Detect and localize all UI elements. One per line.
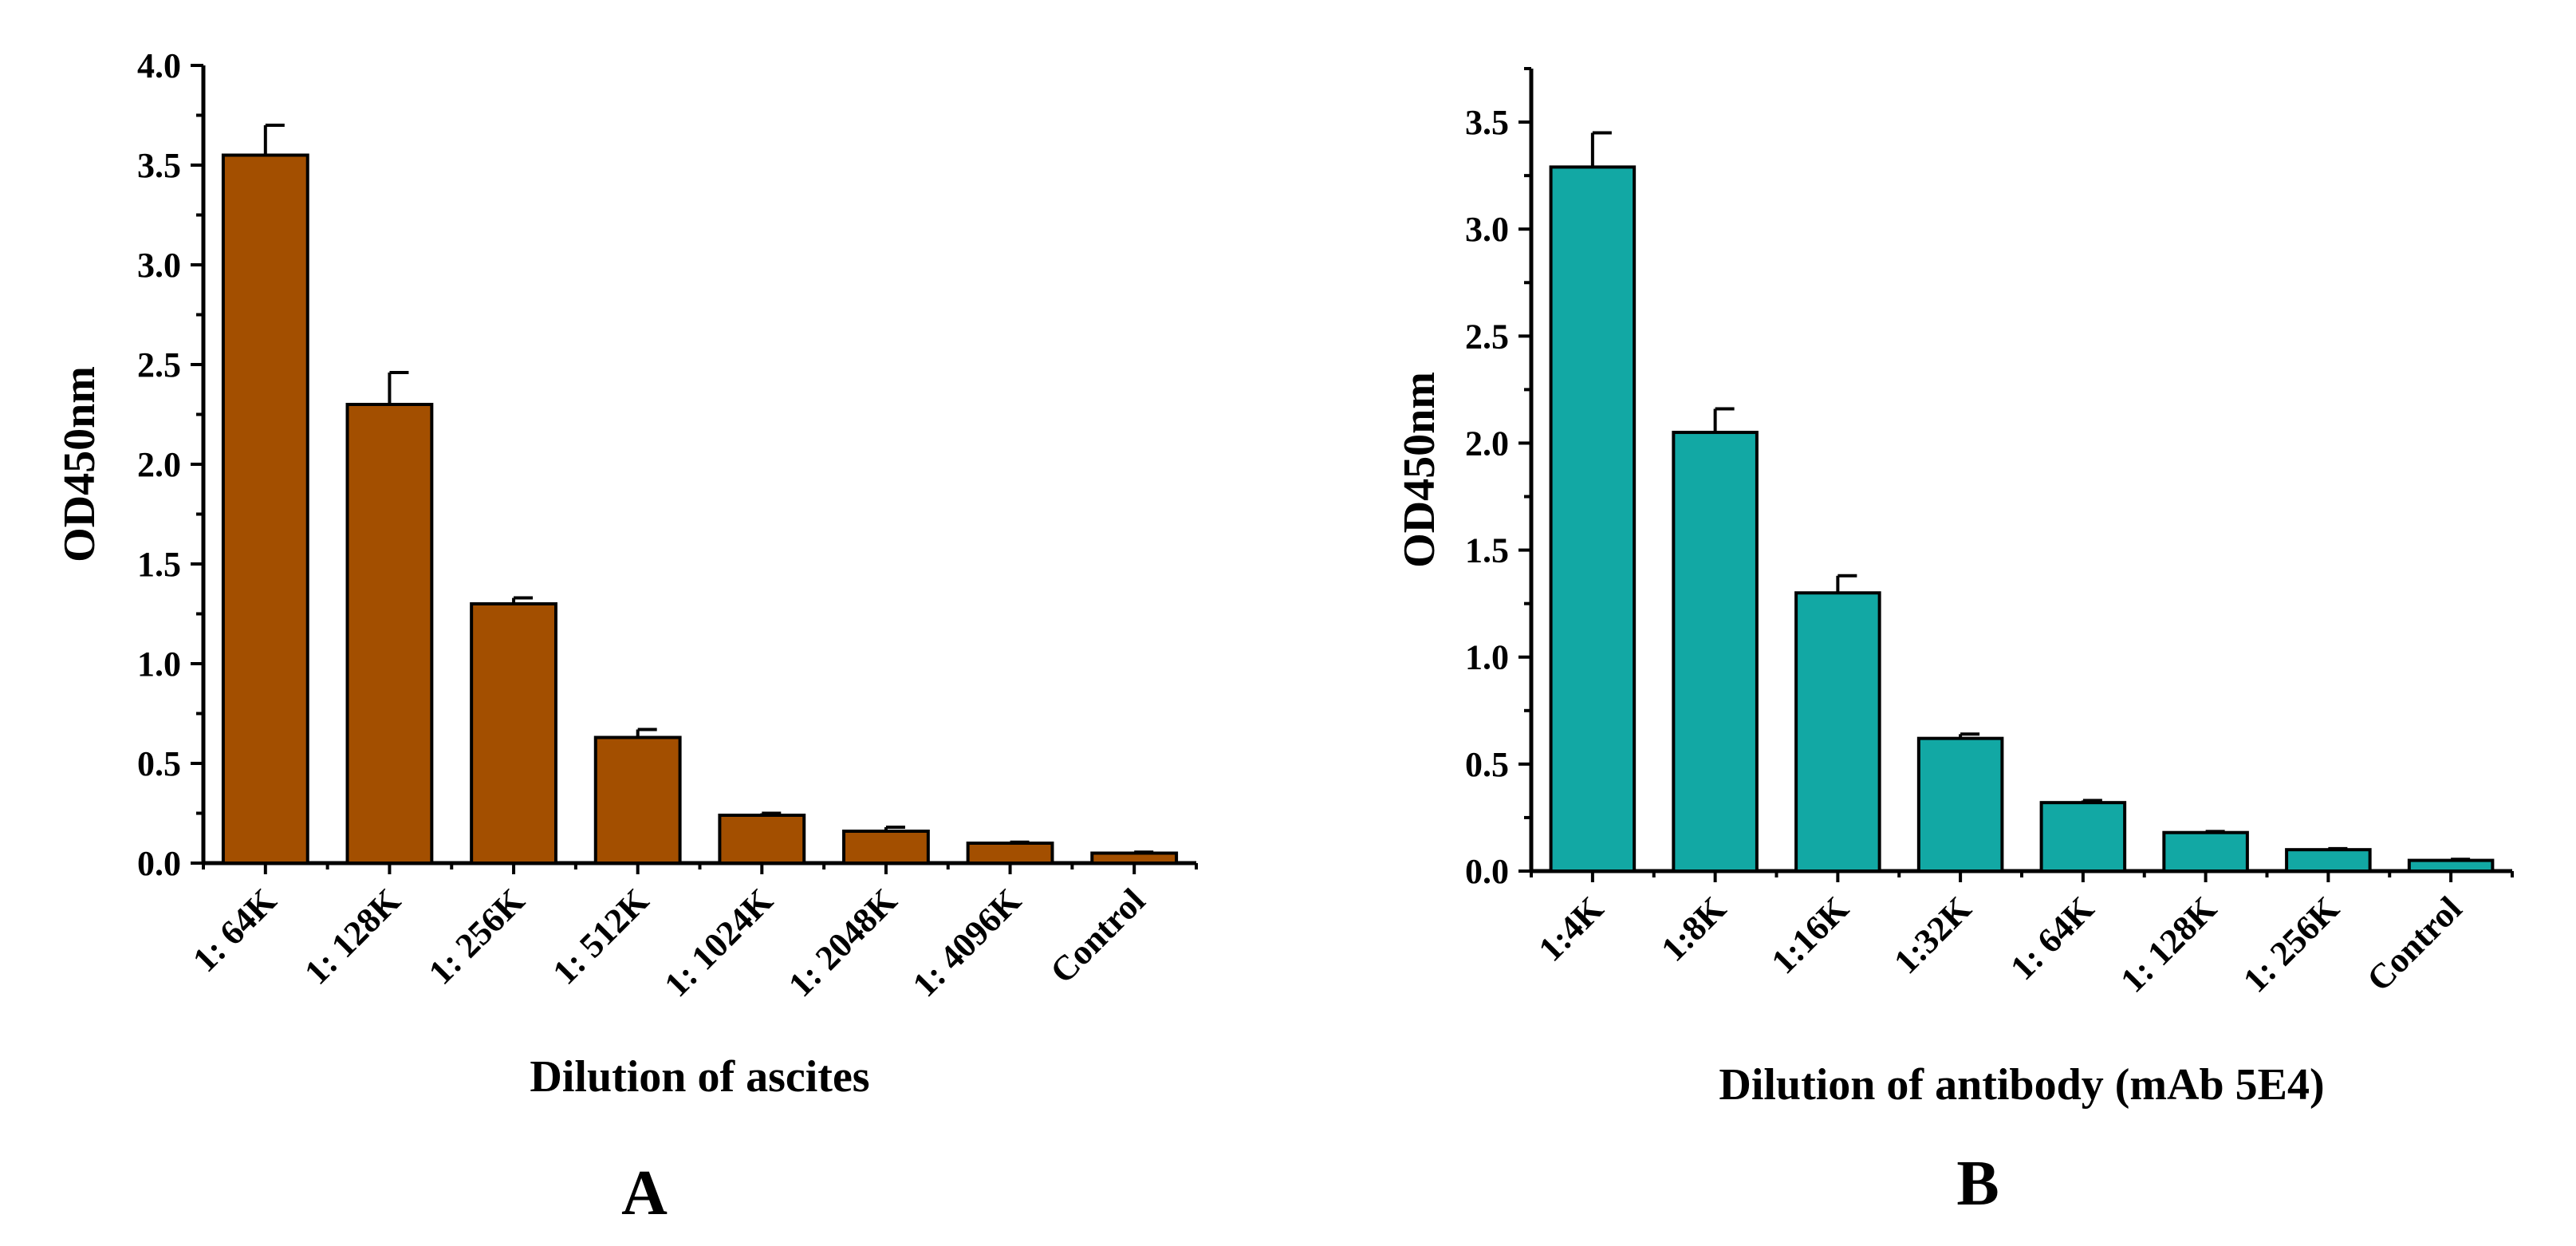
- y-tick-label: 3.0: [137, 246, 181, 285]
- y-tick-label: 2.5: [137, 345, 181, 384]
- x-axis-title: Dilution of antibody (mAb 5E4): [1719, 1060, 2324, 1110]
- bar: [1672, 431, 1759, 873]
- bar: [966, 842, 1054, 865]
- chart-panel-b: 0.0 0.5 1.0 1.5 2.0 2.5 3.0 3.5 1:4K 1:8K 1:16K 1:3…: [1395, 67, 2514, 1219]
- bar: [1549, 165, 1637, 873]
- x-category-label: 1: 512K: [546, 881, 656, 992]
- x-category-label: 1: 64K: [185, 881, 284, 980]
- bar: [221, 153, 309, 865]
- bar: [842, 830, 930, 865]
- bar: [470, 602, 557, 865]
- bar: [1794, 591, 1881, 873]
- y-axis-title: OD450nm: [55, 366, 104, 562]
- bar: [2407, 858, 2495, 873]
- y-tick-label: 2.0: [1465, 424, 1509, 463]
- y-tick-label: 2.0: [137, 445, 181, 484]
- bar: [2162, 830, 2249, 873]
- y-tick-label: 1.0: [1465, 638, 1509, 677]
- y-tick-label: 1.5: [137, 545, 181, 584]
- bar: [1916, 736, 2004, 873]
- x-category-label: 1: 1024K: [657, 881, 781, 1004]
- bar: [2039, 801, 2127, 873]
- x-category-label: 1: 128K: [2113, 889, 2223, 1000]
- bar: [2285, 848, 2372, 873]
- y-tick-label: 0.0: [137, 844, 181, 883]
- bar: [718, 814, 806, 865]
- chart-panel-a: 0.0 0.5 1.0 1.5 2.0 2.5 3.0 3.5 4.0 1: 64K 1: 128K…: [55, 46, 1198, 1228]
- x-category-label: 1:8K: [1653, 889, 1733, 968]
- x-category-label: Control: [1042, 881, 1152, 991]
- x-category-label: 1: 2048K: [781, 881, 904, 1004]
- x-axis-title: Dilution of ascites: [530, 1052, 869, 1102]
- y-tick-label: 0.5: [137, 744, 181, 783]
- y-tick-label: 0.0: [1465, 852, 1509, 891]
- y-tick-label: 1.5: [1465, 531, 1509, 570]
- bar: [593, 735, 682, 865]
- x-category-label: 1: 256K: [2235, 889, 2346, 1000]
- y-tick-label: 0.5: [1465, 745, 1509, 784]
- y-tick-label: 4.0: [137, 46, 181, 85]
- panel-label: A: [621, 1158, 668, 1228]
- bar: [345, 403, 434, 865]
- y-axis-title: OD450nm: [1395, 372, 1444, 568]
- x-category-label: 1:32K: [1886, 889, 1979, 981]
- y-tick-label: 3.5: [1465, 103, 1509, 142]
- y-tick-label: 3.0: [1465, 210, 1509, 249]
- x-category-label: 1:16K: [1764, 889, 1857, 981]
- y-tick-label: 3.5: [137, 146, 181, 185]
- x-category-label: 1: 256K: [421, 881, 532, 992]
- x-category-label: 1: 4096K: [905, 881, 1029, 1004]
- panel-label: B: [1956, 1149, 1999, 1219]
- x-category-label: 1:4K: [1531, 889, 1611, 968]
- x-category-label: Control: [2359, 889, 2469, 999]
- y-tick-label: 1.0: [137, 645, 181, 684]
- x-category-label: 1: 128K: [297, 881, 408, 992]
- x-category-label: 1: 64K: [2003, 889, 2101, 988]
- y-tick-label: 2.5: [1465, 317, 1509, 356]
- bar: [1090, 851, 1179, 865]
